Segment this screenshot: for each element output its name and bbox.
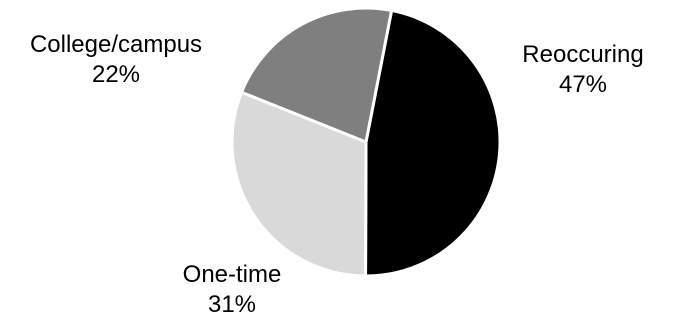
pie-slice-college-campus	[240, 6, 394, 144]
slice-label-reoccuring: Reoccuring 47%	[522, 40, 643, 100]
slice-name-college-campus: College/campus	[29, 31, 203, 58]
slice-label-college-campus: College/campus 22%	[30, 30, 202, 90]
slice-percent-reoccuring: 47%	[558, 71, 608, 98]
slice-percent-college-campus: 22%	[91, 61, 141, 88]
pie-slice-reoccuring	[364, 8, 502, 278]
pie-slice-one-time	[230, 90, 368, 278]
pie-slices	[230, 6, 502, 278]
slice-label-one-time: One-time 31%	[183, 260, 282, 320]
slice-name-one-time: One-time	[182, 261, 282, 288]
slice-percent-one-time: 31%	[207, 291, 257, 318]
slice-name-reoccuring: Reoccuring	[522, 41, 644, 68]
